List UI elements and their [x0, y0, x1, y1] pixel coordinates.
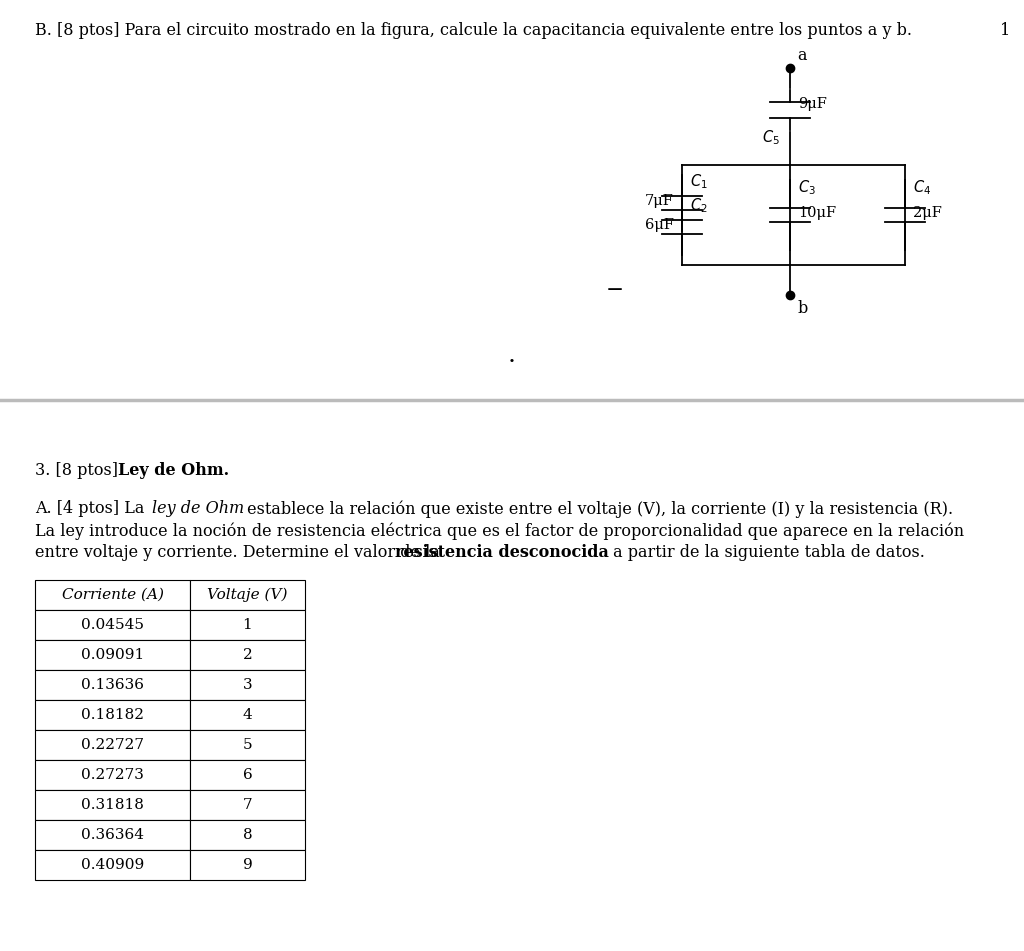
- Text: 9μF: 9μF: [798, 97, 826, 111]
- Text: 9: 9: [243, 858, 252, 872]
- Text: 0.31818: 0.31818: [81, 798, 144, 812]
- Bar: [35, 850, 190, 880]
- Text: 10μF: 10μF: [798, 206, 837, 220]
- Text: 6μF: 6μF: [645, 218, 674, 232]
- Bar: [190, 640, 305, 670]
- Text: 0.04545: 0.04545: [81, 618, 144, 632]
- Text: 0.18182: 0.18182: [81, 708, 144, 722]
- Text: a partir de la siguiente tabla de datos.: a partir de la siguiente tabla de datos.: [608, 544, 925, 561]
- Bar: [190, 850, 305, 880]
- Text: $C_1$: $C_1$: [690, 172, 708, 191]
- Text: 1: 1: [243, 618, 252, 632]
- Text: 6: 6: [243, 768, 252, 782]
- Text: Voltaje (V): Voltaje (V): [207, 588, 288, 602]
- Bar: [190, 610, 305, 640]
- Text: 0.36364: 0.36364: [81, 828, 144, 842]
- Bar: [35, 700, 190, 730]
- Text: $C_2$: $C_2$: [690, 196, 708, 215]
- Text: 2: 2: [243, 648, 252, 662]
- Text: establece la relación que existe entre el voltaje (V), la corriente (I) y la res: establece la relación que existe entre e…: [242, 500, 953, 517]
- Text: 0.09091: 0.09091: [81, 648, 144, 662]
- Text: b: b: [797, 300, 807, 317]
- Bar: [190, 670, 305, 700]
- Text: .: .: [508, 343, 516, 366]
- Bar: [190, 580, 305, 610]
- Bar: [190, 760, 305, 790]
- Text: La ley introduce la noción de resistencia eléctrica que es el factor de proporci: La ley introduce la noción de resistenci…: [35, 522, 965, 539]
- Text: 0.22727: 0.22727: [81, 738, 144, 752]
- Bar: [35, 730, 190, 760]
- Text: Ley de Ohm.: Ley de Ohm.: [118, 462, 229, 479]
- Text: 5: 5: [243, 738, 252, 752]
- Bar: [35, 670, 190, 700]
- Text: ley de Ohm: ley de Ohm: [152, 500, 244, 517]
- Text: 0.40909: 0.40909: [81, 858, 144, 872]
- Text: 1: 1: [999, 22, 1010, 39]
- Text: $C_3$: $C_3$: [798, 178, 816, 197]
- Bar: [190, 700, 305, 730]
- Bar: [190, 790, 305, 820]
- Text: 8: 8: [243, 828, 252, 842]
- Text: $C_5$: $C_5$: [762, 128, 780, 146]
- Bar: [190, 820, 305, 850]
- Text: 0.13636: 0.13636: [81, 678, 144, 692]
- Text: B. [8 ptos] Para el circuito mostrado en la figura, calcule la capacitancia equi: B. [8 ptos] Para el circuito mostrado en…: [35, 22, 912, 39]
- Bar: [35, 820, 190, 850]
- Bar: [190, 730, 305, 760]
- Text: A. [4 ptos] La: A. [4 ptos] La: [35, 500, 150, 517]
- Bar: [35, 790, 190, 820]
- Text: 7: 7: [243, 798, 252, 812]
- Text: 4: 4: [243, 708, 252, 722]
- Text: −: −: [606, 279, 624, 301]
- Text: Corriente (A): Corriente (A): [61, 588, 164, 602]
- Bar: [35, 760, 190, 790]
- Text: 3: 3: [243, 678, 252, 692]
- Text: 2μF: 2μF: [913, 206, 942, 220]
- Text: 0.27273: 0.27273: [81, 768, 144, 782]
- Text: resistencia desconocida: resistencia desconocida: [395, 544, 609, 561]
- Bar: [35, 640, 190, 670]
- Bar: [35, 580, 190, 610]
- Text: 7μF: 7μF: [645, 194, 674, 208]
- Text: a: a: [797, 47, 807, 64]
- Text: 3. [8 ptos]: 3. [8 ptos]: [35, 462, 123, 479]
- Text: entre voltaje y corriente. Determine el valor de la: entre voltaje y corriente. Determine el …: [35, 544, 445, 561]
- Text: $C_4$: $C_4$: [913, 178, 931, 197]
- Bar: [35, 610, 190, 640]
